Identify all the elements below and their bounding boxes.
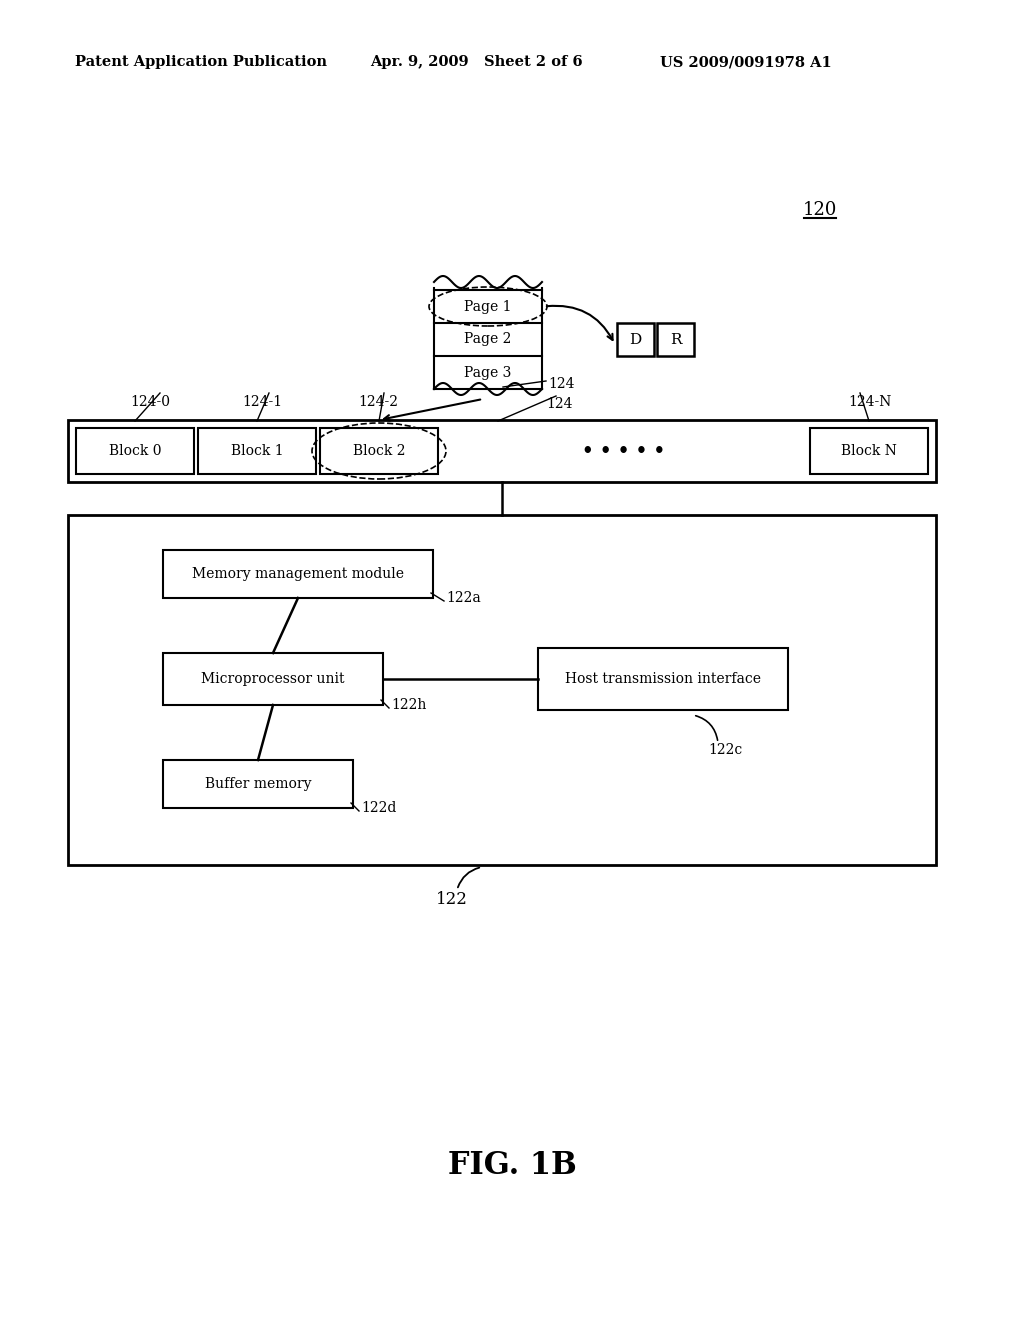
Bar	[538, 648, 788, 710]
Text: 122d: 122d	[361, 801, 396, 814]
Text: 124-0: 124-0	[130, 395, 170, 409]
Text: Block 1: Block 1	[230, 444, 284, 458]
Bar	[163, 760, 353, 808]
Text: Microprocessor unit: Microprocessor unit	[202, 672, 345, 686]
Text: US 2009/0091978 A1: US 2009/0091978 A1	[660, 55, 831, 69]
Text: FIG. 1B: FIG. 1B	[447, 1150, 577, 1180]
Text: R: R	[670, 333, 681, 346]
Text: 122h: 122h	[391, 698, 426, 711]
Bar	[198, 428, 316, 474]
Text: Buffer memory: Buffer memory	[205, 777, 311, 791]
Text: 120: 120	[803, 201, 838, 219]
Text: 124: 124	[547, 397, 573, 411]
Text: 124-1: 124-1	[242, 395, 282, 409]
Bar	[810, 428, 928, 474]
Bar	[657, 323, 694, 356]
Text: Block 0: Block 0	[109, 444, 161, 458]
Bar	[617, 323, 654, 356]
Bar	[68, 515, 936, 865]
Text: 124: 124	[548, 378, 574, 391]
Text: Memory management module: Memory management module	[193, 568, 404, 581]
Text: 122: 122	[436, 891, 468, 908]
Bar	[163, 550, 433, 598]
Text: Page 3: Page 3	[464, 366, 512, 380]
Text: 122a: 122a	[446, 591, 480, 605]
Text: Page 1: Page 1	[464, 300, 512, 314]
Text: 122c: 122c	[708, 743, 742, 756]
Text: Block N: Block N	[841, 444, 897, 458]
Bar	[319, 428, 438, 474]
Text: Patent Application Publication: Patent Application Publication	[75, 55, 327, 69]
Bar	[76, 428, 194, 474]
Text: Page 2: Page 2	[464, 333, 512, 346]
Bar	[68, 420, 936, 482]
Text: Block 2: Block 2	[352, 444, 406, 458]
Text: 124-2: 124-2	[358, 395, 398, 409]
Bar	[163, 653, 383, 705]
Text: D: D	[630, 333, 642, 346]
Text: Apr. 9, 2009   Sheet 2 of 6: Apr. 9, 2009 Sheet 2 of 6	[370, 55, 583, 69]
Text: Host transmission interface: Host transmission interface	[565, 672, 761, 686]
Text: • • • • •: • • • • •	[583, 442, 666, 459]
Text: 124-N: 124-N	[848, 395, 892, 409]
